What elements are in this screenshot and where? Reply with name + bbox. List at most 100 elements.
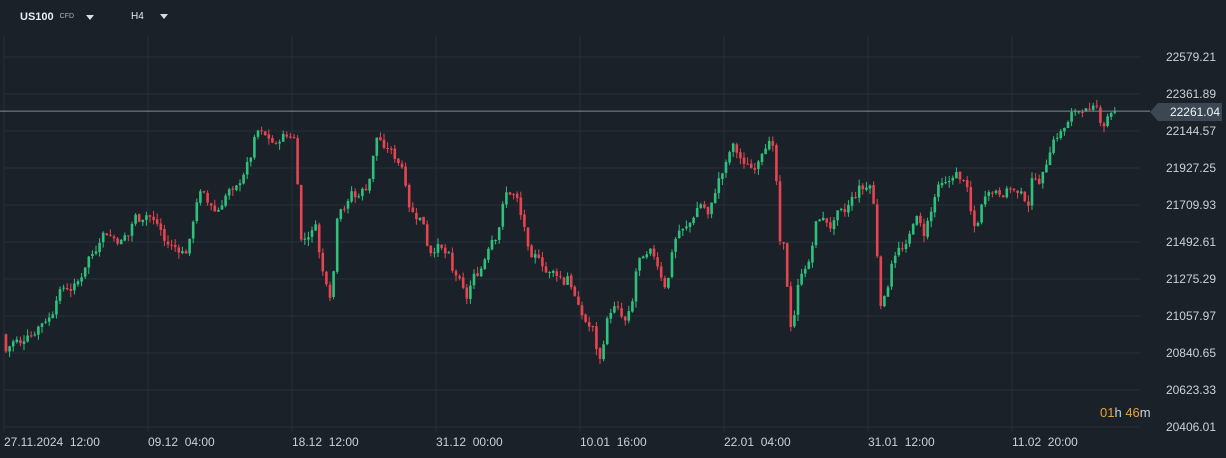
candle-body	[969, 187, 973, 212]
candle-body	[692, 217, 695, 223]
symbol-selector[interactable]: US100 CFD	[20, 11, 95, 23]
candle-body	[238, 183, 242, 186]
candle-body	[814, 221, 818, 246]
candle-body	[454, 271, 458, 276]
candle-body	[368, 178, 371, 191]
candle-body	[404, 166, 407, 186]
candle-body	[703, 204, 706, 208]
candle-body	[69, 288, 73, 291]
candle-body	[371, 155, 375, 179]
candle-body	[325, 271, 328, 285]
candle-body	[119, 239, 123, 245]
candle-body	[263, 131, 267, 136]
candle-body	[202, 191, 206, 193]
candle-body	[1055, 137, 1059, 139]
countdown-minutes-unit: m	[1139, 405, 1151, 420]
candle-body	[249, 157, 253, 162]
candle-body	[364, 188, 368, 191]
candle-body	[933, 197, 937, 213]
candle-body	[533, 254, 537, 258]
candle-body	[19, 340, 22, 344]
candle-body	[796, 284, 800, 315]
candle-body	[173, 244, 177, 248]
y-tick-label: 22361.89	[1166, 87, 1216, 101]
x-tick-label: 31.01 12:00	[868, 435, 935, 449]
candle-body	[940, 182, 944, 186]
candle-body	[393, 148, 397, 159]
candle-body	[886, 287, 890, 297]
candle-body	[512, 194, 515, 196]
candle-body	[253, 136, 256, 158]
candle-body	[897, 247, 901, 256]
candle-body	[760, 153, 764, 162]
candle-body	[1070, 112, 1073, 122]
candle-body	[501, 203, 505, 227]
timeframe-selector[interactable]: H4	[131, 11, 168, 22]
candle-body	[317, 224, 321, 253]
candle-body	[55, 300, 58, 315]
candle-body	[587, 321, 591, 327]
candle-body	[472, 273, 476, 286]
candle-body	[332, 271, 335, 298]
y-tick-label: 20840.65	[1166, 346, 1216, 360]
candle-body	[775, 145, 778, 182]
candle-body	[857, 185, 861, 198]
candle-body	[829, 222, 832, 229]
candle-body	[433, 252, 436, 254]
candle-body	[490, 239, 494, 250]
chevron-down-icon	[159, 14, 168, 19]
candle-body	[541, 257, 544, 267]
candle-body	[749, 163, 753, 169]
candle-body	[296, 138, 299, 185]
candle-body	[141, 219, 145, 223]
candle-body	[854, 197, 857, 199]
candle-body	[1009, 188, 1012, 190]
candle-body	[659, 266, 663, 278]
candle-body	[397, 158, 400, 163]
candles	[4, 99, 1117, 364]
candle-body	[577, 296, 580, 305]
y-axis: 22579.21 22361.89 22144.57 21927.25 21709.93…	[1166, 50, 1216, 434]
candle-body	[562, 277, 566, 285]
candle-body	[764, 148, 767, 155]
candle-body	[753, 167, 757, 170]
candle-body	[361, 188, 364, 196]
candle-countdown: 01h 46m	[1100, 405, 1151, 420]
candle-body	[346, 201, 350, 209]
candle-body	[33, 334, 37, 336]
candle-body	[1063, 127, 1066, 132]
candle-body	[803, 268, 807, 274]
candle-body	[206, 192, 209, 203]
candle-body	[998, 190, 1001, 195]
candle-body	[224, 195, 227, 206]
candle-body	[688, 222, 692, 227]
candle-body	[965, 180, 969, 188]
candle-body	[443, 247, 447, 254]
candle-body	[1081, 112, 1084, 114]
candle-body	[159, 223, 163, 230]
candle-body	[217, 209, 220, 212]
candle-body	[353, 191, 357, 198]
y-tick-label: 21057.97	[1166, 309, 1216, 323]
candle-body	[872, 185, 875, 204]
candle-body	[483, 259, 487, 269]
candle-body	[955, 172, 958, 179]
candle-body	[911, 224, 915, 235]
candle-body	[1027, 201, 1030, 206]
candle-body	[580, 305, 584, 316]
candle-body	[778, 181, 782, 242]
candle-body	[739, 152, 742, 159]
instrument-type-label: CFD	[59, 12, 75, 20]
x-tick-label: 10.01 16:00	[580, 435, 647, 449]
candle-body	[73, 283, 76, 291]
candle-body	[728, 152, 731, 163]
candle-body	[26, 335, 29, 342]
candle-body	[339, 209, 343, 219]
candle-body	[713, 193, 717, 203]
candle-body	[8, 346, 11, 352]
candle-body	[670, 252, 674, 278]
candle-body	[944, 182, 947, 184]
candle-body	[663, 277, 667, 288]
candle-body	[962, 179, 965, 181]
